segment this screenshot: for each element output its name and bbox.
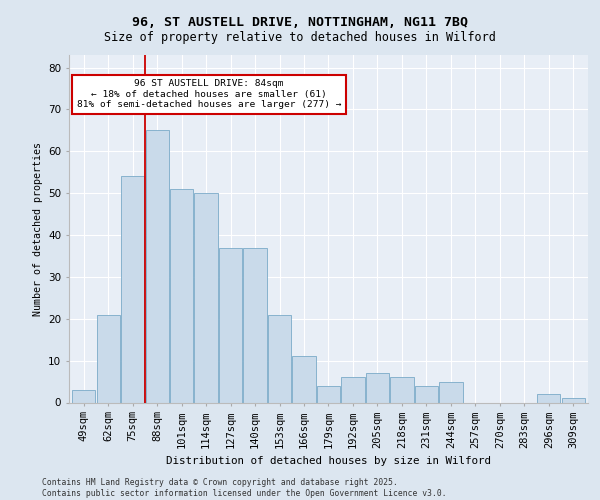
X-axis label: Distribution of detached houses by size in Wilford: Distribution of detached houses by size … bbox=[166, 456, 491, 466]
Bar bbox=[317, 386, 340, 402]
Bar bbox=[341, 378, 365, 402]
Bar bbox=[170, 189, 193, 402]
Text: 96 ST AUSTELL DRIVE: 84sqm
← 18% of detached houses are smaller (61)
81% of semi: 96 ST AUSTELL DRIVE: 84sqm ← 18% of deta… bbox=[77, 80, 341, 109]
Bar bbox=[146, 130, 169, 402]
Bar bbox=[292, 356, 316, 403]
Bar bbox=[72, 390, 95, 402]
Text: Contains HM Land Registry data © Crown copyright and database right 2025.
Contai: Contains HM Land Registry data © Crown c… bbox=[42, 478, 446, 498]
Bar bbox=[219, 248, 242, 402]
Bar bbox=[537, 394, 560, 402]
Bar bbox=[97, 314, 120, 402]
Bar bbox=[244, 248, 266, 402]
Bar bbox=[366, 373, 389, 402]
Bar bbox=[268, 314, 291, 402]
Bar bbox=[121, 176, 144, 402]
Bar bbox=[391, 378, 413, 402]
Y-axis label: Number of detached properties: Number of detached properties bbox=[32, 142, 43, 316]
Text: Size of property relative to detached houses in Wilford: Size of property relative to detached ho… bbox=[104, 31, 496, 44]
Bar bbox=[562, 398, 585, 402]
Bar bbox=[194, 193, 218, 402]
Text: 96, ST AUSTELL DRIVE, NOTTINGHAM, NG11 7BQ: 96, ST AUSTELL DRIVE, NOTTINGHAM, NG11 7… bbox=[132, 16, 468, 29]
Bar bbox=[439, 382, 463, 402]
Bar bbox=[415, 386, 438, 402]
